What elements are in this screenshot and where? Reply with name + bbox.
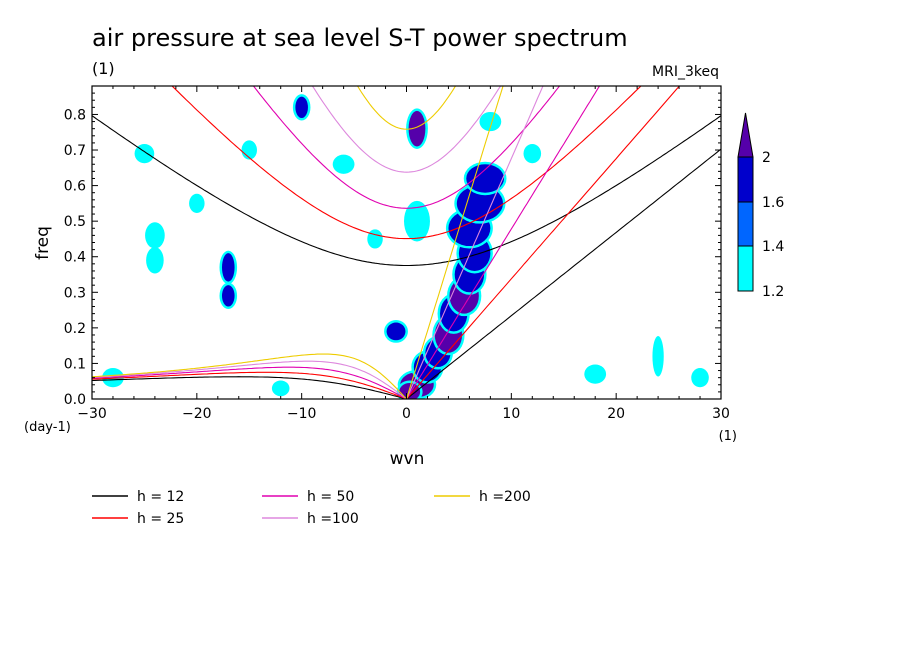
spectral-blob bbox=[408, 110, 426, 147]
y-tick-label: 0.6 bbox=[64, 179, 86, 195]
spectral-blob bbox=[406, 203, 428, 239]
kelvin-curve bbox=[405, 86, 504, 399]
legend-label: h = 12 bbox=[137, 489, 184, 505]
colorbar-label: 1.4 bbox=[762, 239, 784, 255]
kelvin-curve bbox=[406, 148, 721, 399]
spectral-blob bbox=[693, 370, 707, 385]
spectral-blob bbox=[456, 185, 503, 222]
spectral-blob bbox=[221, 285, 235, 307]
x-tick-label: 30 bbox=[712, 406, 730, 422]
inertio-gravity-curve bbox=[92, 115, 721, 267]
colorbar-label: 1.2 bbox=[762, 284, 784, 300]
colorbar-label: 1.6 bbox=[762, 195, 784, 211]
spectral-blob bbox=[654, 338, 662, 375]
y-axis-label: freq bbox=[33, 226, 53, 260]
y-tick-label: 0.2 bbox=[64, 321, 86, 337]
colorbar-segment bbox=[737, 156, 754, 203]
spectral-blob bbox=[386, 322, 406, 341]
spectral-blob bbox=[274, 382, 287, 394]
x-tick-label: 0 bbox=[402, 406, 411, 422]
colorbar-segment bbox=[737, 201, 754, 247]
spectral-blob bbox=[244, 142, 255, 158]
legend-label: h =100 bbox=[307, 511, 359, 527]
inertio-gravity-curve bbox=[171, 86, 642, 240]
inertio-gravity-curve bbox=[311, 86, 502, 173]
legend-label: h = 25 bbox=[137, 511, 184, 527]
legend-label: h = 50 bbox=[307, 489, 354, 505]
legend: h = 12 h = 25 h = 50 h =100 h =200 bbox=[92, 489, 531, 527]
spectral-blob bbox=[481, 114, 499, 129]
rossby-curve bbox=[92, 371, 407, 399]
y-tick-label: 0.3 bbox=[64, 285, 86, 301]
y-unit-label: (day-1) bbox=[24, 420, 71, 435]
x-tick-label: −30 bbox=[77, 406, 107, 422]
spectral-blob bbox=[147, 224, 163, 247]
spectral-blob bbox=[137, 146, 152, 161]
x-unit-label: (1) bbox=[719, 429, 737, 444]
y-tick-label: 0.1 bbox=[64, 356, 86, 372]
spectral-blob bbox=[191, 196, 203, 211]
model-label: MRI_3keq bbox=[652, 64, 719, 80]
rossby-curve bbox=[92, 366, 407, 399]
spectral-blob bbox=[295, 96, 308, 119]
dispersion-curves bbox=[92, 86, 721, 399]
x-axis-ticks: −30 −20 −10 0 10 20 30 bbox=[77, 86, 730, 422]
chart-title: air pressure at sea level S-T power spec… bbox=[92, 24, 628, 52]
rossby-curve bbox=[92, 360, 407, 399]
x-tick-label: 10 bbox=[502, 406, 520, 422]
x-axis-label: wvn bbox=[390, 449, 425, 469]
kelvin-curve bbox=[405, 86, 544, 399]
spectral-blob bbox=[526, 146, 539, 161]
legend-label: h =200 bbox=[479, 489, 531, 505]
inertio-gravity-curve bbox=[252, 86, 561, 209]
spectral-blob bbox=[148, 249, 162, 271]
y-tick-label: 0.0 bbox=[64, 392, 86, 408]
rossby-curve bbox=[92, 376, 407, 399]
y-tick-label: 0.7 bbox=[64, 143, 86, 159]
x-tick-label: −20 bbox=[182, 406, 212, 422]
chart-subtitle: (1) bbox=[92, 59, 115, 78]
kelvin-curve bbox=[406, 86, 681, 399]
spectral-contours bbox=[102, 94, 709, 399]
spectral-blob bbox=[221, 253, 235, 282]
y-axis-ticks: 0.0 0.1 0.2 0.3 0.4 0.5 0.6 0.7 0.8 bbox=[64, 85, 721, 408]
spectral-blob bbox=[586, 366, 604, 382]
kelvin-curve bbox=[406, 86, 601, 399]
y-tick-label: 0.8 bbox=[64, 107, 86, 123]
inertio-gravity-curve bbox=[356, 86, 457, 130]
spectral-blob bbox=[466, 164, 504, 193]
x-tick-label: 20 bbox=[607, 406, 625, 422]
colorbar: 1.2 1.4 1.6 2 bbox=[737, 112, 784, 300]
x-tick-label: −10 bbox=[287, 406, 317, 422]
colorbar-arrow bbox=[737, 112, 754, 158]
colorbar-label: 2 bbox=[762, 150, 771, 166]
spectral-blob bbox=[335, 157, 352, 172]
y-tick-label: 0.5 bbox=[64, 214, 86, 230]
rossby-curve bbox=[92, 353, 407, 399]
colorbar-segment bbox=[737, 245, 754, 292]
y-tick-label: 0.4 bbox=[64, 250, 86, 266]
